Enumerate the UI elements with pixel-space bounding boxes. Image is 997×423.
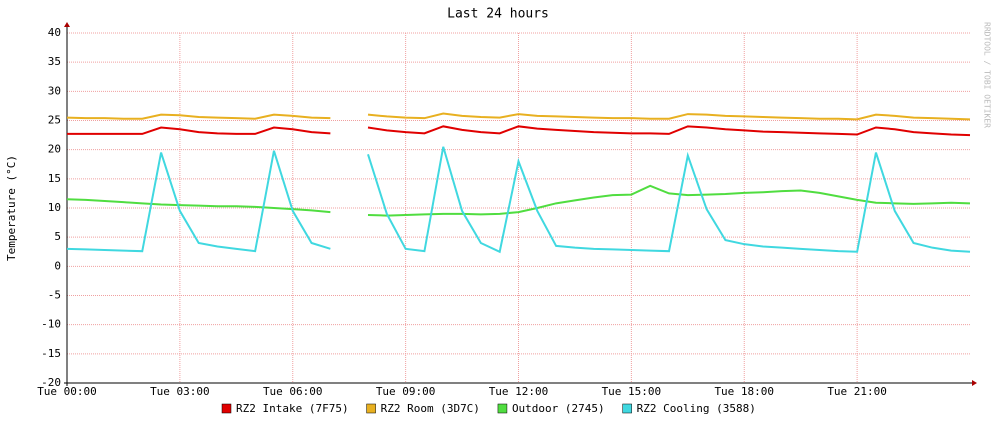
legend-swatch	[497, 403, 508, 414]
y-tick-label: 5	[54, 230, 61, 243]
x-tick-label: Tue 00:00	[37, 385, 97, 398]
x-tick-label: Tue 21:00	[827, 385, 887, 398]
chart-title: Last 24 hours	[447, 7, 549, 22]
y-axis-label: Temperature (°C)	[5, 155, 18, 261]
x-tick-label: Tue 12:00	[489, 385, 549, 398]
x-tick-label: Tue 15:00	[602, 385, 662, 398]
y-tick-label: 25	[48, 114, 61, 127]
y-tick-label: 0	[54, 259, 61, 272]
legend-label: RZ2 Cooling (3588)	[637, 402, 756, 415]
legend-label: RZ2 Room (3D7C)	[381, 402, 480, 415]
legend-swatch	[366, 403, 376, 414]
y-tick-label: -20	[41, 376, 61, 389]
y-tick-label: -10	[41, 318, 61, 331]
x-tick-label: Tue 18:00	[714, 385, 774, 398]
y-tick-label: 20	[48, 143, 61, 156]
legend-swatch	[622, 403, 632, 414]
x-tick-label: Tue 09:00	[376, 385, 436, 398]
series-line	[66, 184, 971, 217]
y-tick-label: 15	[48, 172, 61, 185]
y-tick-label: -15	[41, 347, 61, 360]
axis-arrow	[972, 380, 977, 386]
y-tick-label: 30	[48, 84, 61, 97]
watermark: RRDTOOL / TOBI OETIKER	[983, 22, 992, 128]
y-tick-label: 40	[48, 26, 61, 39]
axis-arrow	[64, 22, 70, 27]
x-tick-label: Tue 06:00	[263, 385, 323, 398]
series-line	[66, 146, 971, 254]
y-tick-label: 35	[48, 55, 61, 68]
x-tick-label: Tue 03:00	[150, 385, 210, 398]
legend-swatch	[221, 403, 232, 414]
y-tick-label: 10	[48, 201, 61, 214]
legend-label: Outdoor (2745)	[512, 402, 605, 415]
legend-label: RZ2 Intake (7F75)	[236, 402, 349, 415]
series-line	[67, 125, 971, 137]
series-line	[66, 112, 971, 121]
y-tick-label: -5	[48, 289, 61, 302]
